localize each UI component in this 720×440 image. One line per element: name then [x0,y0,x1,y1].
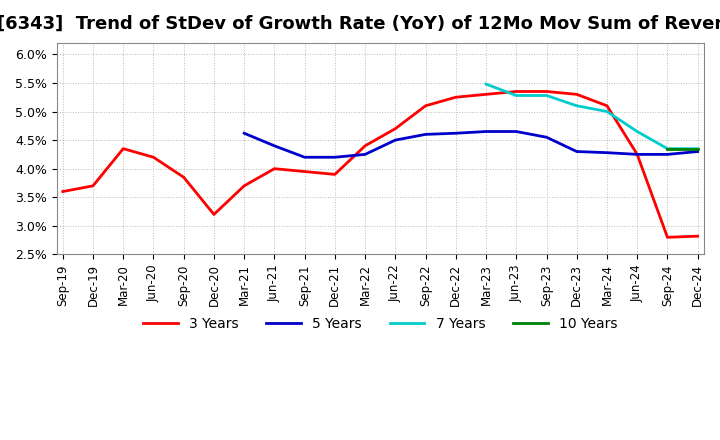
Title: [6343]  Trend of StDev of Growth Rate (YoY) of 12Mo Mov Sum of Revenues: [6343] Trend of StDev of Growth Rate (Yo… [0,15,720,33]
7 Years [633,129,642,134]
3 Years [361,143,369,148]
3 Years [210,212,218,217]
3 Years [240,183,248,188]
5 Years [572,149,581,154]
Line: 3 Years: 3 Years [63,92,698,237]
3 Years [119,146,127,151]
5 Years [270,143,279,148]
5 Years [512,129,521,134]
5 Years [361,152,369,157]
10 Years [663,146,672,151]
3 Years [391,126,400,131]
3 Years [663,235,672,240]
5 Years [603,150,611,155]
3 Years [572,92,581,97]
3 Years [603,103,611,108]
3 Years [693,234,702,239]
Legend: 3 Years, 5 Years, 7 Years, 10 Years: 3 Years, 5 Years, 7 Years, 10 Years [138,311,623,336]
3 Years [58,189,67,194]
7 Years [663,146,672,151]
5 Years [240,131,248,136]
7 Years [572,103,581,108]
5 Years [300,154,309,160]
5 Years [482,129,490,134]
3 Years [330,172,339,177]
3 Years [451,95,460,100]
3 Years [633,152,642,157]
5 Years [421,132,430,137]
3 Years [149,154,158,160]
7 Years [693,146,702,151]
3 Years [89,183,97,188]
5 Years [693,149,702,154]
Line: 7 Years: 7 Years [486,84,698,149]
5 Years [633,152,642,157]
10 Years [693,146,702,151]
7 Years [512,93,521,98]
5 Years [451,131,460,136]
3 Years [179,175,188,180]
7 Years [542,93,551,98]
7 Years [482,81,490,87]
Line: 5 Years: 5 Years [244,132,698,157]
3 Years [542,89,551,94]
5 Years [330,154,339,160]
3 Years [482,92,490,97]
5 Years [391,137,400,143]
3 Years [300,169,309,174]
3 Years [421,103,430,108]
5 Years [663,152,672,157]
3 Years [512,89,521,94]
5 Years [542,135,551,140]
3 Years [270,166,279,171]
7 Years [603,109,611,114]
